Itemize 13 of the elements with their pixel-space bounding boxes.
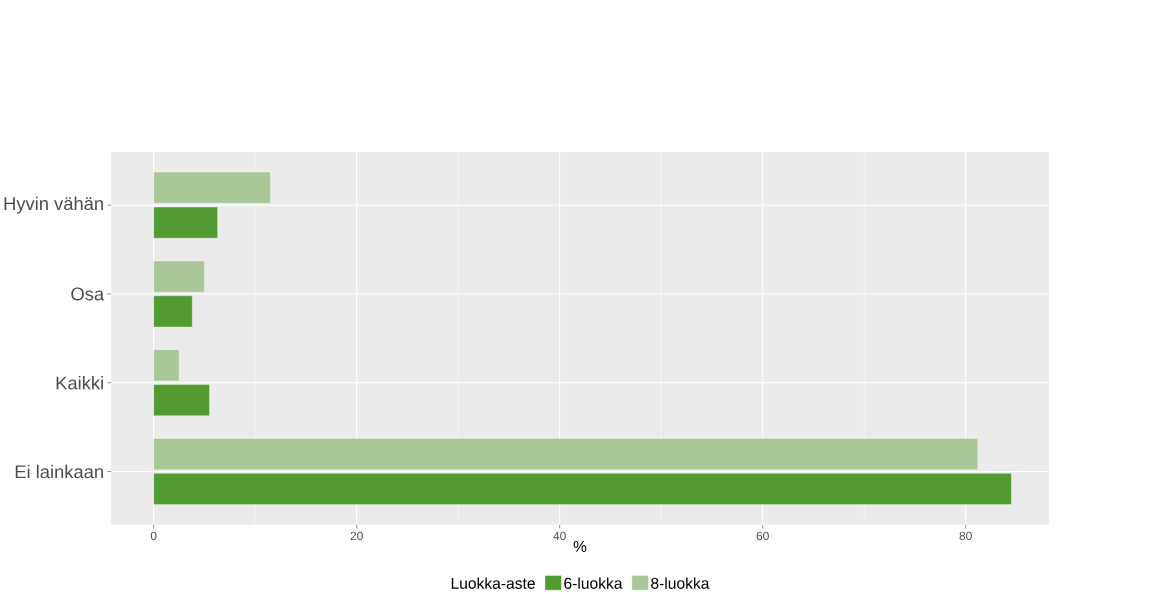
legend-label: 8-luokka [651, 577, 710, 589]
x-tick-label: 0 [150, 531, 157, 541]
y-tick-label: Ei lainkaan [15, 464, 103, 479]
y-tick-label: Hyvin vähän [4, 196, 103, 214]
x-tick-label: 40 [553, 531, 566, 541]
y-tick-label: Kaikki [56, 376, 103, 390]
x-tick-label: 60 [756, 531, 769, 541]
legend-title: Luokka-aste [451, 577, 535, 589]
y-tick-label: Osa [71, 287, 105, 301]
x-tick-label: 20 [350, 531, 363, 541]
x-axis-title: % [573, 541, 587, 552]
legend-label: 6-luokka [564, 577, 623, 589]
x-tick-label: 80 [959, 531, 972, 541]
